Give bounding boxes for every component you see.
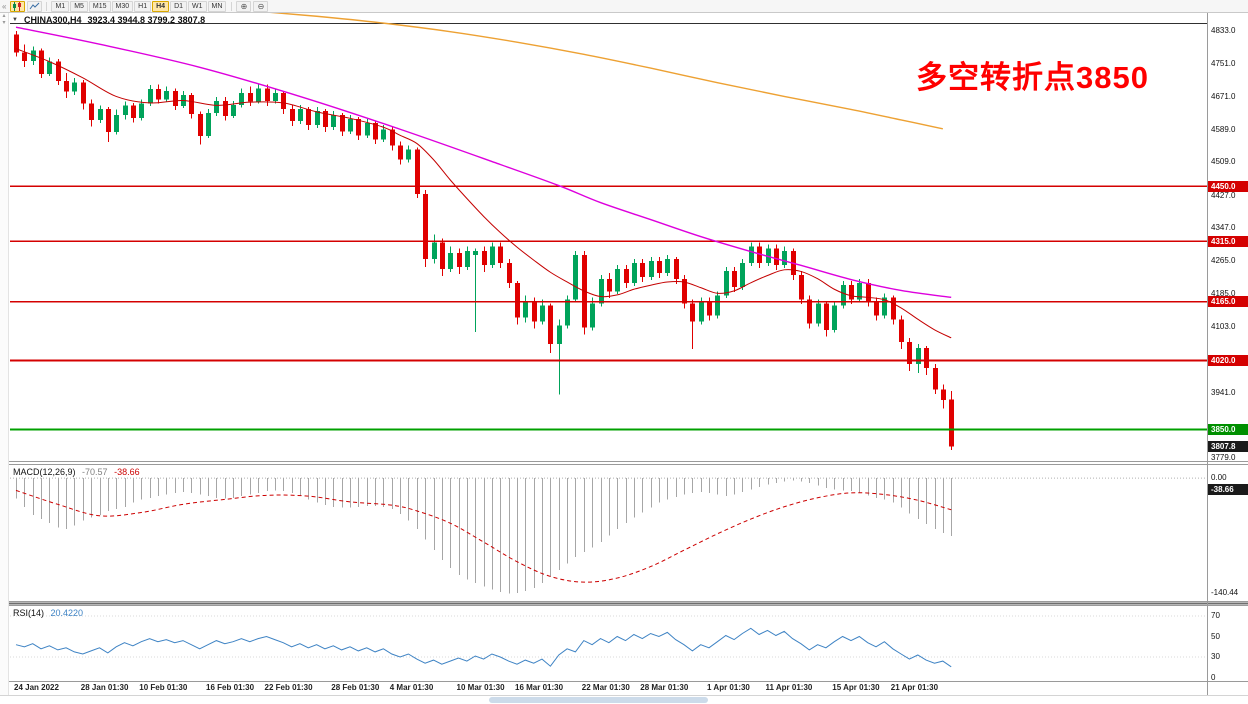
macd-panel[interactable] — [10, 465, 1207, 601]
timeframe-m15-button[interactable]: M15 — [88, 0, 111, 12]
scroll-up-icon: ▴ — [2, 13, 6, 19]
time-axis-label: 22 Mar 01:30 — [581, 683, 630, 692]
chart-annotation-text: 多空转折点3850 — [916, 60, 1149, 95]
rsi-panel[interactable] — [10, 606, 1207, 681]
candlestick-glyph — [13, 1, 22, 11]
timeframe-m30-button[interactable]: M30 — [111, 0, 134, 12]
timeframe-m1-button[interactable]: M1 — [51, 0, 70, 12]
macd-signal-line — [15, 489, 952, 583]
time-axis-label: 15 Apr 01:30 — [832, 683, 880, 692]
macd-histogram-layer — [16, 478, 952, 594]
timeframe-buttons: M1 M5 M15 M30 H1 H4 D1 W1 MN — [51, 0, 227, 12]
scroll-down-icon: ▾ — [2, 20, 6, 26]
toolbar-separator — [46, 1, 48, 11]
timeframe-d1-button[interactable]: D1 — [170, 0, 188, 12]
time-axis-label: 10 Feb 01:30 — [139, 683, 188, 692]
time-axis-label: 4 Mar 01:30 — [389, 683, 434, 692]
timeframe-m5-button[interactable]: M5 — [70, 0, 88, 12]
moving-averages-layer — [15, 5, 952, 339]
time-axis-label: 24 Jan 2022 — [14, 683, 59, 692]
macd-main-value: -70.57 — [82, 467, 108, 477]
time-axis-label: 16 Mar 01:30 — [515, 683, 564, 692]
rsi-name: RSI(14) — [13, 608, 45, 618]
time-axis-label: 11 Apr 01:30 — [765, 683, 813, 692]
time-axis-label: 28 Jan 01:30 — [80, 683, 129, 692]
left-margin: ▴ ▾ — [0, 13, 9, 695]
toolbar: « M1 M5 M15 M30 H1 H4 D1 W1 MN ⊕ ⊖ — [0, 0, 1248, 13]
macd-name: MACD(12,26,9) — [13, 467, 76, 477]
time-axis-label: 28 Mar 01:30 — [640, 683, 689, 692]
timeframe-w1-button[interactable]: W1 — [188, 0, 207, 12]
price-axis[interactable] — [1207, 13, 1248, 682]
time-axis[interactable]: 24 Jan 2022 28 Jan 01:30 10 Feb 01:30 16 Fe… — [0, 683, 1248, 695]
candlestick-chart-icon[interactable] — [10, 0, 26, 12]
line-chart-icon[interactable] — [27, 0, 43, 12]
time-axis-label: 1 Apr 01:30 — [707, 683, 750, 692]
hlines-layer — [10, 23, 1207, 431]
macd-indicator-label: MACD(12,26,9) -70.57 -38.66 — [13, 467, 140, 477]
time-axis-label: 16 Feb 01:30 — [206, 683, 255, 692]
zoom-out-icon[interactable]: ⊖ — [253, 0, 269, 12]
bottom-scrollbar-thumb[interactable] — [489, 697, 708, 703]
time-axis-label: 10 Mar 01:30 — [456, 683, 505, 692]
time-axis-label: 28 Feb 01:30 — [331, 683, 380, 692]
time-axis-label: 22 Feb 01:30 — [264, 683, 313, 692]
zoom-in-icon[interactable]: ⊕ — [236, 0, 252, 12]
symbol-timeframe-label: CHINA300,H4 — [23, 15, 82, 25]
timeframe-mn-button[interactable]: MN — [207, 0, 227, 12]
rsi-line — [15, 627, 952, 668]
rsi-indicator-label: RSI(14) 20.4220 — [13, 608, 83, 618]
chevron-down-icon[interactable]: ▼ — [12, 17, 18, 23]
timeframe-h4-button[interactable]: H4 — [152, 0, 170, 12]
collapse-toolbar-icon[interactable]: « — [2, 1, 7, 11]
line-chart-glyph — [30, 2, 40, 9]
timeframe-h1-button[interactable]: H1 — [134, 0, 152, 12]
time-axis-label: 21 Apr 01:30 — [890, 683, 939, 692]
toolbar-separator — [231, 1, 233, 11]
macd-signal-value: -38.66 — [114, 467, 140, 477]
chart-title: ▼ CHINA300,H4 3923.4 3944.8 3799.2 3807.… — [12, 15, 205, 25]
panel-borders — [0, 13, 1248, 696]
ohlc-values: 3923.4 3944.8 3799.2 3807.8 — [87, 15, 206, 25]
rsi-value: 20.4220 — [50, 608, 84, 618]
